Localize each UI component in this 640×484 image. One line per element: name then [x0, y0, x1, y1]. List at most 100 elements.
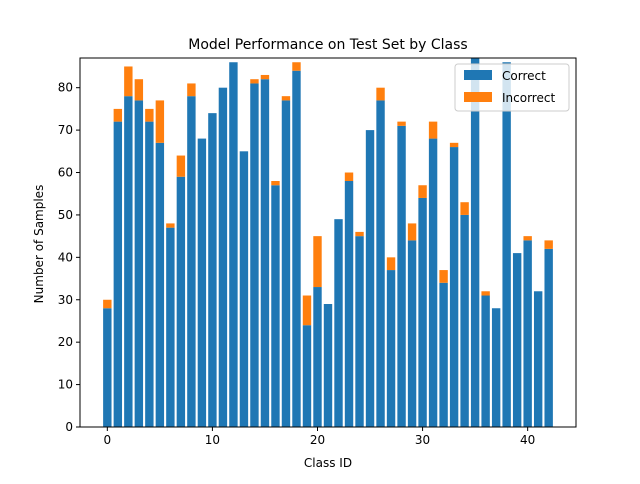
y-tick-label-20: 20 — [58, 335, 73, 349]
x-tick-label-40: 40 — [520, 433, 535, 447]
bar-incorrect-class-34 — [460, 202, 469, 215]
bar-incorrect-class-6 — [166, 223, 175, 228]
bar-correct-class-28 — [397, 125, 406, 428]
bar-correct-class-27 — [386, 270, 396, 427]
bar-correct-class-21 — [323, 304, 333, 427]
bar-correct-class-30 — [418, 197, 427, 427]
legend-label-incorrect: Incorrect — [502, 91, 555, 105]
bar-correct-class-32 — [439, 282, 448, 427]
bar-correct-class-24 — [355, 236, 364, 427]
bar-incorrect-class-5 — [155, 100, 165, 143]
bar-correct-class-31 — [428, 138, 438, 427]
bar-correct-class-34 — [460, 214, 469, 427]
bar-incorrect-class-36 — [481, 291, 490, 296]
bar-incorrect-class-42 — [544, 240, 553, 249]
bar-correct-class-23 — [344, 181, 354, 427]
y-tick-label-70: 70 — [58, 123, 73, 137]
bar-correct-class-20 — [313, 287, 322, 427]
bar-correct-class-9 — [197, 138, 207, 427]
legend-swatch-incorrect — [464, 92, 492, 102]
bar-incorrect-class-28 — [397, 121, 406, 126]
bar-incorrect-class-0 — [103, 299, 112, 309]
bar-incorrect-class-33 — [449, 142, 459, 148]
bar-incorrect-class-30 — [418, 185, 427, 198]
bar-correct-class-3 — [134, 100, 144, 428]
x-tick-label-20: 20 — [310, 433, 325, 447]
bar-correct-class-29 — [407, 240, 417, 427]
bar-incorrect-class-4 — [145, 108, 154, 122]
bar-correct-class-36 — [481, 295, 490, 427]
bar-correct-class-41 — [533, 291, 543, 427]
bar-incorrect-class-40 — [523, 236, 532, 241]
bar-correct-class-18 — [292, 70, 301, 428]
bar-incorrect-class-7 — [176, 155, 186, 177]
bar-correct-class-1 — [113, 121, 123, 427]
bar-correct-class-4 — [145, 121, 154, 427]
bar-incorrect-class-15 — [260, 74, 270, 80]
legend-label-correct: Correct — [502, 69, 546, 83]
y-tick-label-40: 40 — [58, 250, 73, 264]
x-tick-label-30: 30 — [415, 433, 430, 447]
plot-frame — [79, 57, 577, 428]
bar-correct-class-5 — [155, 142, 165, 428]
bar-correct-class-19 — [302, 325, 312, 427]
y-tick-label-80: 80 — [58, 81, 73, 95]
bar-correct-class-39 — [512, 253, 522, 427]
bar-incorrect-class-8 — [187, 83, 196, 97]
bar-incorrect-class-24 — [355, 231, 364, 237]
bar-incorrect-class-17 — [281, 96, 291, 101]
bar-incorrect-class-19 — [302, 295, 312, 326]
bar-correct-class-12 — [229, 62, 238, 427]
bar-correct-class-17 — [281, 100, 291, 428]
bar-correct-class-8 — [187, 96, 196, 427]
y-tick-label-10: 10 — [58, 378, 73, 392]
bar-incorrect-class-20 — [313, 236, 322, 288]
bar-correct-class-2 — [124, 96, 133, 427]
bar-correct-class-38 — [502, 62, 511, 427]
bar-correct-class-26 — [376, 100, 385, 428]
legend: Correct Incorrect — [454, 63, 570, 112]
bar-incorrect-class-14 — [250, 79, 259, 84]
bar-incorrect-class-23 — [344, 172, 354, 181]
bar-correct-class-40 — [523, 240, 532, 427]
bar-correct-class-7 — [176, 176, 186, 427]
bar-incorrect-class-1 — [113, 108, 123, 122]
y-tick-label-0: 0 — [65, 420, 73, 434]
y-tick-label-60: 60 — [58, 166, 73, 180]
bar-correct-class-14 — [250, 83, 259, 427]
bars-layer — [103, 58, 553, 428]
bar-incorrect-class-18 — [292, 62, 301, 71]
y-tick-label-30: 30 — [58, 293, 73, 307]
bar-incorrect-class-27 — [386, 257, 396, 271]
y-axis-label: Number of Samples — [32, 185, 46, 304]
bar-incorrect-class-31 — [428, 121, 438, 139]
bar-incorrect-class-2 — [124, 66, 133, 97]
bar-correct-class-16 — [271, 185, 280, 427]
axes-layer: 0 10 20 30 40 0 10 20 30 40 50 60 70 80 — [58, 57, 577, 447]
chart-title: Model Performance on Test Set by Class — [188, 37, 467, 53]
bar-correct-class-11 — [218, 87, 228, 428]
bar-correct-class-10 — [208, 113, 217, 427]
bar-correct-class-22 — [334, 219, 343, 427]
x-tick-label-0: 0 — [104, 433, 112, 447]
bar-incorrect-class-32 — [439, 270, 448, 283]
bar-correct-class-13 — [239, 151, 249, 427]
y-tick-label-50: 50 — [58, 208, 73, 222]
bar-correct-class-33 — [449, 147, 459, 427]
bar-incorrect-class-29 — [407, 223, 417, 241]
bar-correct-class-0 — [103, 308, 112, 427]
bar-correct-class-6 — [166, 227, 175, 427]
legend-swatch-correct — [464, 70, 492, 80]
x-tick-label-10: 10 — [205, 433, 220, 447]
bar-correct-class-15 — [260, 79, 270, 427]
bar-correct-class-42 — [544, 248, 553, 427]
bar-correct-class-25 — [365, 130, 375, 427]
bar-correct-class-37 — [491, 308, 501, 427]
bar-incorrect-class-3 — [134, 79, 144, 101]
bar-correct-class-35 — [470, 58, 480, 427]
x-axis-label: Class ID — [304, 456, 352, 470]
bar-incorrect-class-16 — [271, 181, 280, 186]
bar-incorrect-class-26 — [376, 87, 385, 101]
